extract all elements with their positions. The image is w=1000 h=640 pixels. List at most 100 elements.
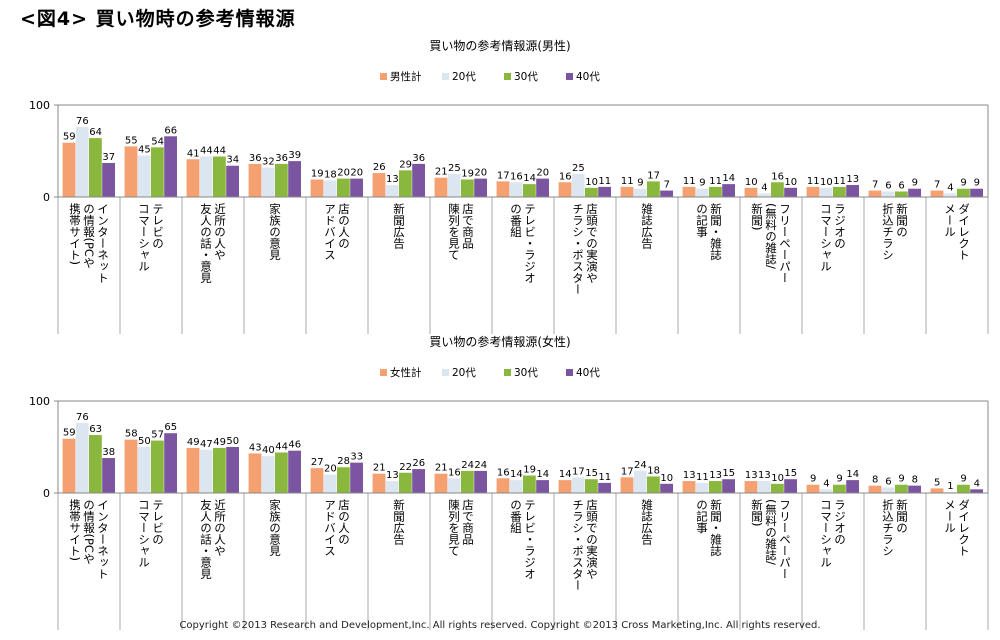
bar [806, 484, 820, 493]
category-label: (無料の雑誌/ [764, 499, 778, 565]
data-label: 50 [138, 436, 151, 447]
bar [496, 478, 510, 493]
y-tick-label: 0 [43, 191, 50, 204]
category-label: (無料の雑誌/ [764, 203, 778, 269]
data-label: 40 [262, 445, 275, 456]
category-label: メール [943, 203, 957, 238]
data-label: 17 [647, 170, 660, 181]
category-label: 友人の話・意見 [199, 202, 213, 283]
bar [186, 447, 200, 493]
category-label: 近所の人や [213, 203, 227, 261]
bar [695, 188, 709, 197]
data-label: 6 [885, 180, 891, 191]
bar [412, 163, 425, 197]
bar [633, 188, 647, 197]
bar [598, 482, 611, 493]
bar [846, 185, 859, 197]
legend-label: 男性計 [390, 70, 422, 83]
data-label: 4 [974, 478, 980, 489]
data-label: 76 [76, 116, 89, 127]
legend-swatch [566, 73, 573, 80]
bar [536, 480, 549, 493]
data-label: 9 [898, 474, 904, 485]
data-label: 21 [373, 463, 386, 474]
bar [771, 182, 784, 197]
bar [124, 146, 138, 197]
category-label: フリーペーパー [778, 499, 792, 580]
bar [784, 187, 797, 197]
data-label: 43 [249, 442, 262, 453]
data-label: 59 [63, 428, 76, 439]
data-label: 13 [683, 470, 696, 481]
bar [288, 161, 301, 197]
bar [275, 452, 288, 493]
bar [372, 473, 386, 493]
bar [846, 480, 859, 493]
bar [310, 468, 324, 493]
data-label: 46 [288, 440, 301, 451]
bar [62, 142, 76, 197]
category-label: の情報(PCや [82, 203, 96, 268]
data-label: 21 [435, 167, 448, 178]
data-label: 15 [722, 468, 735, 479]
bar [310, 179, 324, 197]
category-label: テレビの [151, 499, 165, 545]
data-label: 64 [89, 127, 102, 138]
category-label: 店で商品 [461, 202, 475, 249]
data-label: 20 [536, 168, 549, 179]
legend-swatch [380, 73, 387, 80]
category-label: 折込チラシ [881, 202, 895, 260]
data-label: 49 [213, 437, 226, 448]
bar [744, 187, 758, 197]
category-label: ラジオの [833, 499, 847, 545]
category-label: 携帯サイト) [68, 498, 82, 561]
bar [509, 182, 523, 197]
bar [908, 188, 921, 197]
bar [722, 479, 735, 493]
bar [350, 462, 363, 493]
category-label: 近所の人や [213, 499, 227, 557]
category-label: コマーシャル [819, 203, 833, 272]
legend-label: 20代 [452, 367, 476, 379]
bar [536, 178, 549, 197]
category-label: 家族の意見 [268, 498, 282, 556]
bar [598, 186, 611, 197]
data-label: 24 [634, 460, 647, 471]
data-label: 76 [76, 412, 89, 423]
bar [199, 156, 213, 197]
data-label: 19 [311, 169, 324, 180]
data-label: 10 [585, 177, 598, 188]
bar [682, 186, 696, 197]
data-label: 9 [637, 178, 643, 189]
data-label: 9 [960, 178, 966, 189]
bar [660, 190, 673, 197]
bar [434, 177, 448, 197]
data-label: 57 [151, 430, 164, 441]
bar [509, 480, 523, 493]
category-label: ダイレクト [957, 203, 971, 261]
data-label: 16 [497, 467, 510, 478]
legend-label: 20代 [452, 71, 476, 83]
bar [461, 179, 474, 197]
bar [89, 138, 102, 197]
data-label: 9 [810, 474, 816, 485]
bar [868, 190, 882, 197]
data-label: 10 [745, 177, 758, 188]
bar [213, 447, 226, 493]
bar [164, 433, 177, 493]
bar [709, 186, 722, 197]
bar [709, 481, 722, 493]
bar [943, 193, 957, 197]
data-label: 49 [187, 437, 200, 448]
data-label: 63 [89, 424, 102, 435]
bar [164, 136, 177, 197]
category-label: 陳列を見て [447, 203, 461, 261]
category-label: 友人の話・意見 [199, 498, 213, 579]
bar [647, 181, 660, 197]
bar [558, 182, 572, 197]
bar [970, 489, 983, 493]
data-label: 14 [536, 469, 549, 480]
legend-swatch [504, 369, 511, 376]
data-label: 58 [125, 429, 138, 440]
